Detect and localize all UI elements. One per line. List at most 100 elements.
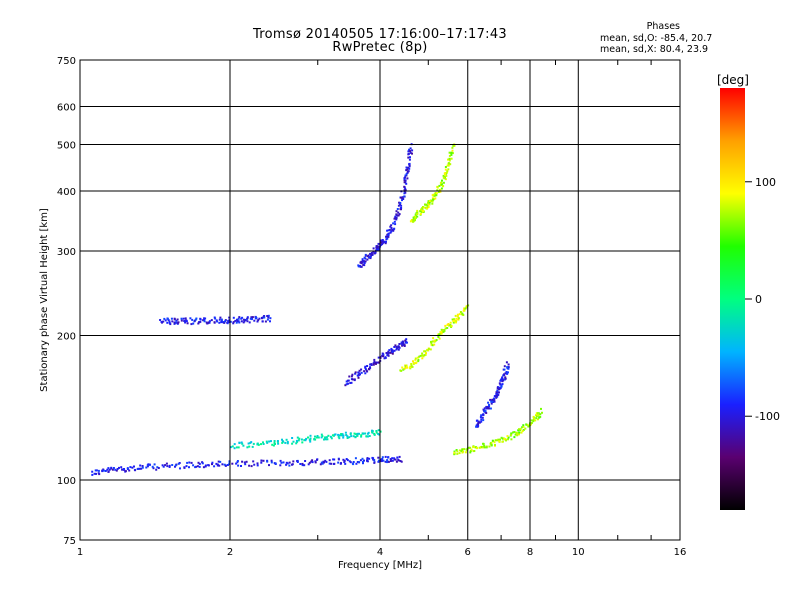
echo-point [264, 320, 267, 323]
echo-point [497, 386, 500, 389]
echo-point [439, 332, 442, 335]
echo-point [438, 184, 441, 187]
echo-point [309, 434, 312, 437]
echo-point [370, 364, 373, 366]
echo-point [354, 372, 357, 375]
y-tick-label: 750 [57, 56, 76, 67]
echo-point [404, 174, 407, 177]
echo-point [384, 460, 387, 463]
echo-point [159, 319, 162, 321]
echo-point [257, 443, 260, 446]
colorbar-label: [deg] [717, 73, 749, 87]
echo-point [470, 448, 473, 451]
echo-point [493, 395, 496, 398]
echo-point [354, 371, 357, 374]
echo-point [198, 465, 201, 468]
echo-point [391, 459, 394, 462]
echo-point [381, 458, 384, 460]
echo-point [383, 241, 386, 243]
echo-point [111, 468, 114, 471]
echo-point [431, 200, 434, 203]
echo-point [205, 321, 208, 324]
echo-point [404, 366, 407, 369]
echo-point [374, 251, 377, 254]
echo-point [282, 440, 285, 443]
echo-point [445, 174, 448, 177]
echo-point [446, 327, 449, 329]
echo-point [507, 367, 510, 370]
echo-point [448, 157, 451, 160]
echo-point [394, 223, 397, 226]
echo-point [359, 459, 362, 462]
echo-point [498, 440, 501, 443]
echo-point [170, 317, 173, 320]
echo-point [431, 202, 434, 205]
echo-point [452, 320, 455, 322]
echo-point [203, 320, 206, 323]
echo-point [373, 461, 376, 464]
echo-point [185, 320, 188, 323]
echo-point [490, 444, 493, 446]
echo-point [376, 246, 379, 249]
echo-point [488, 403, 490, 406]
echo-point [534, 419, 537, 422]
echo-point [367, 254, 370, 257]
echo-point [188, 461, 191, 464]
echo-point [480, 416, 483, 419]
echo-point [536, 414, 539, 417]
echo-point [199, 318, 202, 321]
echo-point [409, 147, 412, 150]
echo-point [475, 425, 478, 428]
echo-point [270, 440, 272, 443]
echo-point [309, 440, 312, 443]
echo-point [166, 321, 169, 324]
echo-point [191, 318, 194, 321]
echo-point [477, 422, 480, 424]
echo-point [394, 215, 397, 218]
echo-point [422, 355, 425, 358]
echo-point [285, 438, 288, 441]
echo-point [254, 317, 257, 320]
echo-point [297, 439, 300, 442]
echo-point [363, 264, 366, 267]
echo-point [175, 321, 178, 324]
echo-point [384, 242, 387, 245]
echo-point [349, 433, 352, 436]
echo-point [493, 441, 496, 444]
echo-point [313, 438, 316, 440]
echo-point [218, 464, 221, 467]
echo-point [431, 344, 434, 347]
echo-point [369, 252, 372, 255]
echo-point [435, 194, 438, 197]
echo-point [366, 365, 369, 367]
echo-point [337, 458, 340, 461]
echo-point [97, 472, 100, 475]
echo-point [449, 321, 452, 324]
echo-point [339, 434, 342, 437]
echo-point [360, 435, 363, 438]
echo-point [226, 322, 229, 325]
echo-point [162, 465, 165, 468]
echo-point [304, 460, 307, 462]
echo-point [419, 212, 422, 215]
echo-point [94, 469, 97, 472]
echo-point [174, 465, 176, 468]
echo-point [498, 382, 501, 385]
echo-point [219, 316, 222, 319]
echo-point [388, 349, 391, 352]
echo-point [447, 168, 450, 171]
echo-point [348, 436, 351, 439]
echo-point [246, 320, 249, 323]
echo-point [501, 440, 504, 443]
echo-point [491, 439, 494, 442]
echo-point [334, 433, 337, 436]
echo-point [262, 441, 264, 444]
trace-group [229, 429, 382, 450]
echo-point [403, 181, 406, 184]
echo-point [420, 209, 423, 212]
echo-point [375, 248, 378, 251]
echo-point [316, 458, 318, 461]
echo-point [160, 320, 163, 323]
echo-point [444, 324, 447, 327]
echo-point [453, 451, 456, 454]
